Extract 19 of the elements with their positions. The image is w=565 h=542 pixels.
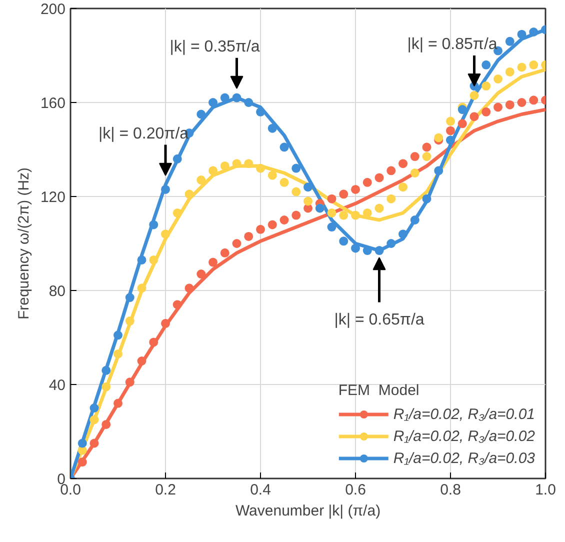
legend-label: R₁/a=0.02, R₃/a=0.02 [393, 428, 535, 444]
x-axis-title: Wavenumber |k| (π/a) [235, 502, 381, 520]
annotation: |k| = 0.35π/a [170, 38, 260, 56]
y-axis-title: Frequency ω/(2π) (Hz) [15, 167, 32, 320]
legend-title: FEM Model [338, 382, 420, 399]
x-tick-label: 1.0 [535, 482, 556, 498]
y-tick-label: 40 [48, 377, 66, 394]
x-tick-label: 0.4 [250, 482, 271, 498]
legend-label: R₁/a=0.02, R₃/a=0.01 [393, 406, 535, 422]
y-tick-label: 200 [40, 1, 66, 18]
legend-label: R₁/a=0.02, R₃/a=0.03 [393, 450, 535, 466]
y-tick-label: 160 [40, 95, 66, 112]
x-tick-label: 0.6 [345, 482, 366, 498]
x-tick-label: 0.2 [155, 482, 176, 498]
annotation: |k| = 0.65π/a [334, 312, 424, 329]
x-tick-label: 0.8 [440, 482, 461, 498]
y-tick-label: 120 [40, 189, 66, 206]
annotation: |k| = 0.85π/a [407, 36, 498, 54]
y-tick-label: 80 [48, 283, 66, 300]
